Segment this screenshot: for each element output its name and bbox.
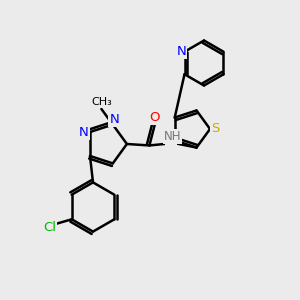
Text: NH: NH <box>164 130 181 143</box>
Text: N: N <box>110 113 119 126</box>
Text: S: S <box>211 122 220 136</box>
Text: CH₃: CH₃ <box>91 98 112 107</box>
Text: N: N <box>177 45 186 58</box>
Text: N: N <box>166 133 176 146</box>
Text: N: N <box>79 125 89 139</box>
Text: Cl: Cl <box>43 221 56 234</box>
Text: O: O <box>150 111 160 124</box>
